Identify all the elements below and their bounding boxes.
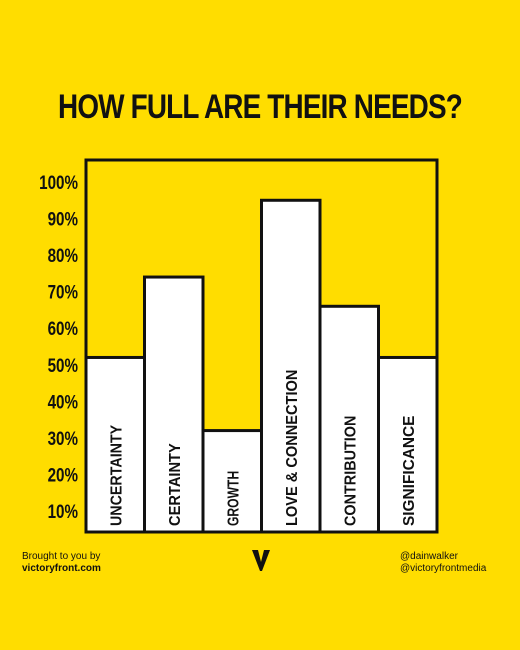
credit-website[interactable]: victoryfront.com	[22, 563, 101, 574]
social-handles: @dainwalker @victoryfrontmedia	[400, 551, 486, 575]
y-tick-label: 50%	[48, 354, 78, 376]
bar-label: SIGNIFICANCE	[401, 415, 418, 526]
victory-v-logo-icon	[252, 550, 270, 571]
y-tick-label: 80%	[48, 244, 78, 266]
credit-text: Brought to you by	[22, 551, 101, 562]
bar-group: GROWTH	[201, 429, 263, 534]
bar-label: CONTRIBUTION	[342, 416, 359, 526]
bar-group: SIGNIFICANCE	[377, 355, 439, 534]
y-tick-label: 30%	[48, 427, 78, 449]
chart-title: HOW FULL ARE THEIR NEEDS?	[58, 88, 463, 126]
bar-label: UNCERTAINTY	[108, 425, 125, 526]
credit-block: Brought to you by victoryfront.com	[22, 551, 101, 575]
bar-group: CERTAINTY	[143, 275, 205, 534]
bar	[318, 304, 380, 534]
bar-label: LOVE & CONNECTION	[284, 370, 301, 526]
bar	[377, 355, 439, 534]
y-tick-label: 40%	[48, 391, 78, 413]
handle-victoryfrontmedia[interactable]: @victoryfrontmedia	[400, 563, 487, 574]
bar-group: LOVE & CONNECTION	[260, 198, 322, 534]
handle-dainwalker[interactable]: @dainwalker	[400, 551, 458, 562]
bar	[143, 275, 205, 534]
bar-group: CONTRIBUTION	[318, 304, 380, 534]
bar-group: UNCERTAINTY	[84, 355, 146, 534]
bar-label: GROWTH	[225, 471, 242, 526]
y-tick-label: 60%	[48, 318, 78, 340]
y-tick-label: 90%	[48, 208, 78, 230]
bar	[260, 198, 322, 534]
bar-label: CERTAINTY	[167, 443, 184, 526]
y-tick-label: 70%	[48, 281, 78, 303]
y-tick-label: 100%	[39, 171, 78, 193]
y-tick-label: 20%	[48, 464, 78, 486]
y-tick-label: 10%	[48, 500, 78, 522]
